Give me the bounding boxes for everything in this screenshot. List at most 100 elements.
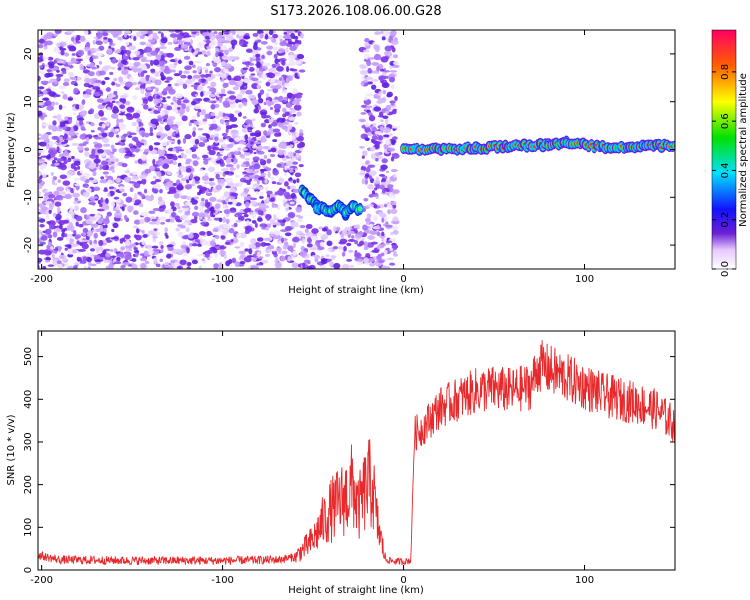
spectrogram-cell <box>125 41 130 46</box>
spectrogram-cell <box>299 129 304 134</box>
spectrogram-cell <box>199 206 204 212</box>
spectrogram-cell <box>50 246 54 250</box>
spectrogram-cell <box>283 34 291 40</box>
spectrogram-cell <box>44 73 51 78</box>
spectrogram-cell <box>178 108 186 115</box>
spectrogram-cell <box>281 125 288 130</box>
spectrogram-cell <box>93 158 101 164</box>
spectrogram-cell <box>170 102 174 105</box>
spectrogram-cell <box>103 259 111 264</box>
spectrogram-cell <box>95 40 103 45</box>
spectrogram-cell <box>144 168 151 174</box>
spectrogram-cell <box>341 263 350 269</box>
spectrogram-cell <box>115 177 122 183</box>
spectrogram-cell <box>134 219 141 225</box>
spectrogram-cell <box>151 124 157 129</box>
spectrogram-cell <box>187 75 193 80</box>
spectrogram-cell <box>56 260 62 265</box>
spectrogram-cell <box>134 50 141 56</box>
spectrogram-cell <box>203 181 211 185</box>
spectrogram-cell <box>296 111 302 117</box>
spectrogram-cell <box>259 158 264 162</box>
spectrogram-cell <box>194 180 200 184</box>
spectrogram-cell <box>45 214 50 220</box>
spectrogram-cell <box>184 148 193 155</box>
spectrogram-cell <box>139 77 147 83</box>
spectrogram-cell <box>288 41 296 45</box>
spectrogram-cell <box>165 235 169 239</box>
spectrogram-cell <box>99 179 108 184</box>
spectrogram-cell <box>227 201 233 205</box>
spectrogram-cell <box>284 232 292 237</box>
spectrogram-cell <box>391 125 400 129</box>
spectrogram-cell <box>224 241 231 245</box>
spectrogram-cell <box>225 157 232 164</box>
spectrogram-cell <box>67 116 73 120</box>
spectrogram-cell <box>367 257 375 262</box>
spectrogram-cell <box>215 160 221 164</box>
spectrogram-cell <box>140 262 147 269</box>
spectrogram-cell <box>75 40 81 44</box>
spectrogram-cell <box>283 31 288 35</box>
spectrogram-cell <box>193 196 200 200</box>
spectrogram-cell <box>215 184 223 191</box>
spectrogram-cell <box>48 220 56 227</box>
spectrogram-cell <box>254 222 258 228</box>
spectrogram-cell <box>249 203 253 206</box>
y-tick-label: 0 <box>23 567 34 573</box>
spectrogram-cell <box>244 119 253 125</box>
spectrogram-cell <box>357 258 364 262</box>
spectrogram-cell <box>241 127 249 133</box>
spectrogram-cell <box>185 158 192 163</box>
spectrogram-cell <box>234 174 240 178</box>
spectrogram-cell <box>266 131 271 135</box>
spectrogram-cell <box>284 83 291 87</box>
spectrogram-cell <box>82 191 90 198</box>
spectrogram-cell <box>197 85 204 91</box>
spectrogram-cell <box>245 201 250 208</box>
spectrogram-cell <box>51 101 55 106</box>
spectrogram-cell <box>168 63 175 69</box>
spectrogram-cell <box>173 261 181 267</box>
spectrogram-cell <box>251 220 257 224</box>
spectrogram-cell <box>228 79 236 86</box>
spectrogram-cell <box>392 64 400 69</box>
spectrogram-cell <box>206 100 213 103</box>
spectrogram-cell <box>73 83 78 86</box>
spectrogram-cell <box>54 30 62 34</box>
spectrogram-cell <box>321 233 329 240</box>
spectrogram-cell <box>364 217 371 223</box>
snr-panel: -200 -100 0 100 0 100 200 300 400 500 Height of s… <box>6 330 676 596</box>
spectrogram-cell <box>117 30 123 35</box>
spectrogram-cell <box>378 77 383 81</box>
spectrogram-cell <box>38 203 45 208</box>
spectrogram-cell <box>287 256 292 262</box>
spectrogram-cell <box>291 161 299 165</box>
spectrogram-cell <box>103 65 112 69</box>
spectrogram-cell <box>212 146 220 151</box>
spectrogram-cell <box>364 96 368 101</box>
spectrogram-cell <box>267 171 271 178</box>
spectrogram-cell <box>89 122 95 127</box>
spectrogram-cell <box>208 182 216 186</box>
spectrogram-cell <box>229 103 237 109</box>
spectrogram-cell <box>373 141 381 145</box>
spectrogram-cell <box>218 31 223 36</box>
spectrogram-cell <box>134 160 138 164</box>
spectrogram-cell <box>188 122 192 127</box>
spectrogram-cell <box>117 36 124 41</box>
spectrogram-cell <box>97 148 104 154</box>
spectrogram-cell <box>296 100 300 106</box>
spectrogram-cell <box>135 234 142 241</box>
colorbar-tick-label: 0.8 <box>720 64 731 80</box>
spectrogram-cell <box>346 258 353 262</box>
spectrogram-cell <box>79 175 87 182</box>
spectrogram-cell <box>156 95 161 99</box>
spectrogram-cell <box>94 214 102 219</box>
spectrogram-cell <box>237 103 243 109</box>
spectrogram-cell <box>294 172 302 178</box>
spectrogram-cell <box>292 242 296 249</box>
spectrogram-cell <box>128 45 137 51</box>
spectrogram-cell <box>393 61 399 66</box>
spectrogram-cell <box>166 96 171 99</box>
